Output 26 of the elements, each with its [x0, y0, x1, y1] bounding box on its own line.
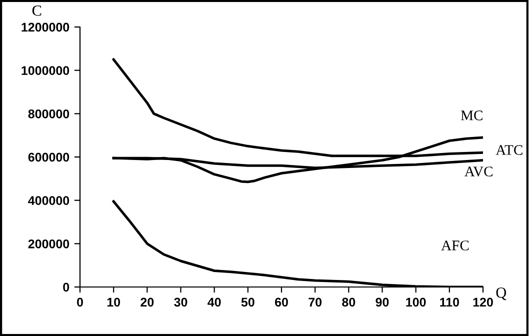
- x-tick-label: 40: [208, 298, 221, 307]
- y-axis-title: C: [32, 5, 42, 16]
- x-tick-label: 60: [275, 298, 288, 307]
- x-tick-label: 10: [107, 298, 120, 307]
- y-tick-label: 200000: [28, 239, 70, 248]
- series-label: AVC: [464, 166, 492, 176]
- series-label: ATC: [496, 145, 522, 155]
- x-tick-label: 110: [440, 298, 459, 307]
- y-tick-label: 600000: [28, 152, 70, 162]
- text: AFC: [441, 240, 469, 250]
- y-tick-label: 1200000: [22, 22, 70, 32]
- x-tick-label: 20: [140, 298, 154, 307]
- x-tick-label: 80: [342, 298, 356, 307]
- x-tick-label: 120: [473, 298, 493, 307]
- y-tick-label: 0: [63, 282, 70, 292]
- y-tick-label: 1000000: [22, 66, 70, 75]
- x-tick-label: 50: [241, 298, 254, 307]
- x-axis-title: Q: [496, 287, 506, 300]
- series-label: MC: [460, 110, 482, 120]
- y-tick-label: 800000: [28, 109, 70, 118]
- x-tick-label: 100: [406, 298, 426, 307]
- x-tick-label: 0: [77, 298, 83, 307]
- x-tick-label: 90: [376, 298, 389, 307]
- y-tick-label: 400000: [28, 196, 70, 205]
- x-tick-label: 30: [174, 298, 188, 307]
- x-tick-label: 70: [308, 298, 322, 307]
